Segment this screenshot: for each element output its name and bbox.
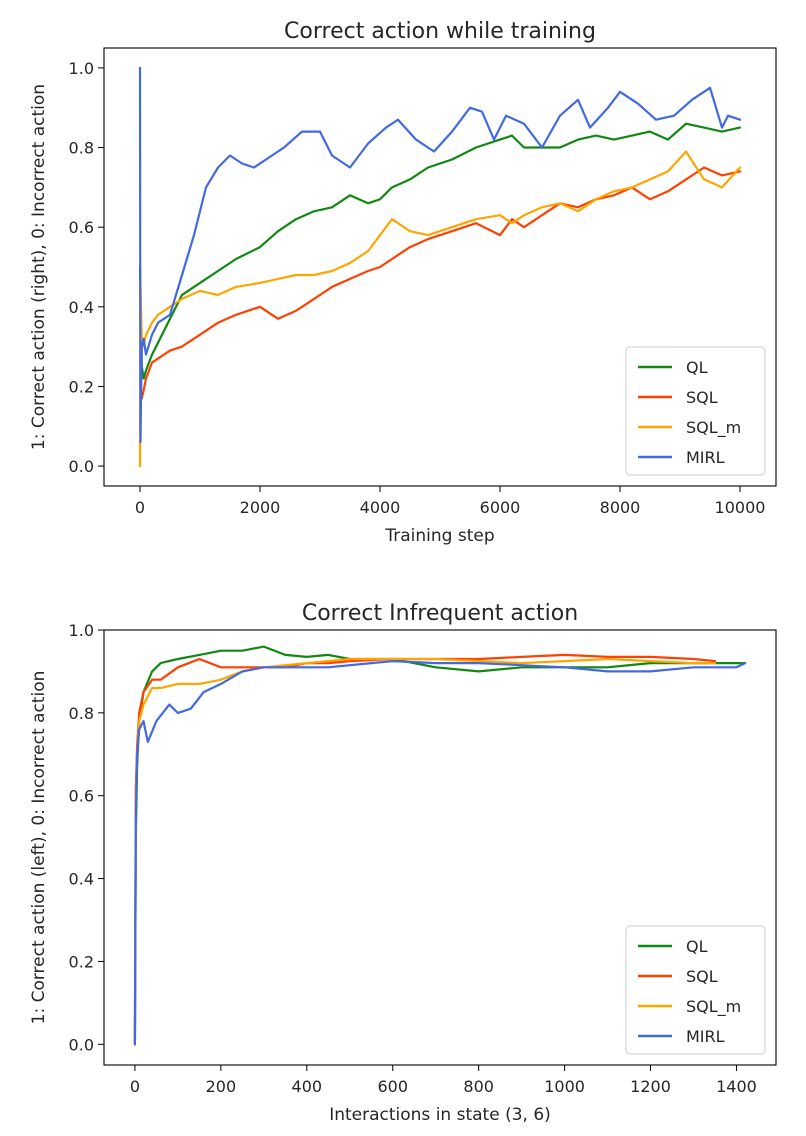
legend-box	[625, 346, 766, 476]
series-line-mirl	[138, 66, 742, 444]
series-line-mirl	[133, 659, 747, 1046]
y-tick-label: 0.0	[69, 457, 94, 476]
legend-box	[625, 925, 766, 1055]
legend-entry: SQL	[686, 388, 718, 407]
x-tick-label: 1000	[544, 1077, 585, 1096]
x-tick-label: 200	[206, 1077, 237, 1096]
legend-entry: MIRL	[686, 1027, 725, 1046]
chart-1: 0 2000 4000 6000 8000 10000 0.0 0.2 0.4 0.6 0.8 1.0…	[29, 19, 777, 546]
series-line-sql	[138, 166, 742, 452]
y-tick-label: 0.0	[69, 1035, 94, 1054]
x-tick-label: 1400	[716, 1077, 757, 1096]
x-axis-label: Interactions in state (3, 6)	[329, 1105, 551, 1125]
y-axis-label: 1: Correct action (right), 0: Incorrect …	[29, 84, 49, 450]
y-tick-label: 0.6	[69, 218, 94, 237]
series-line-ql	[138, 122, 742, 380]
legend: QL SQL SQL_m MIRL	[625, 925, 766, 1055]
x-tick-label: 0	[135, 498, 145, 517]
x-axis-label: Training step	[384, 526, 494, 546]
y-tick-label: 0.8	[69, 139, 94, 158]
legend-entry: SQL_m	[686, 418, 741, 438]
series-line-sql-m	[133, 657, 717, 1046]
chart-title: Correct Infrequent action	[302, 601, 578, 626]
chart-title: Correct action while training	[284, 19, 596, 44]
axes-frame	[103, 47, 777, 487]
legend-entry: SQL	[686, 967, 718, 986]
legend-entry: SQL_m	[686, 997, 741, 1017]
x-tick-label: 4000	[360, 498, 401, 517]
series-line-sql-m	[138, 150, 742, 468]
x-tick-label: 8000	[600, 498, 641, 517]
legend: QL SQL SQL_m MIRL	[625, 346, 766, 476]
series-group	[138, 66, 742, 468]
legend-entry: QL	[686, 937, 708, 956]
x-tick-label: 10000	[715, 498, 766, 517]
x-tick-label: 2000	[240, 498, 281, 517]
y-tick-label: 0.2	[69, 377, 94, 396]
x-tick-label: 0	[130, 1077, 140, 1096]
y-tick-label: 0.2	[69, 952, 94, 971]
x-tick-label: 600	[377, 1077, 408, 1096]
series-group	[133, 645, 747, 1046]
x-tick-label: 1200	[630, 1077, 671, 1096]
legend-entry: QL	[686, 358, 708, 377]
legend-entry: MIRL	[686, 448, 725, 467]
axes-frame	[103, 629, 777, 1066]
y-tick-label: 1.0	[69, 59, 94, 78]
x-tick-label: 800	[463, 1077, 494, 1096]
y-tick-label: 1.0	[69, 621, 94, 640]
y-tick-label: 0.4	[69, 870, 94, 889]
y-tick-label: 0.6	[69, 787, 94, 806]
chart-2: 0 200 400 600 800 1000 1200 1400 0.0 0.2 0.4 0.6 0.8…	[29, 601, 777, 1125]
y-tick-label: 0.8	[69, 704, 94, 723]
y-tick-label: 0.4	[69, 298, 94, 317]
y-axis-label: 1: Correct action (left), 0: Incorrect a…	[29, 671, 49, 1025]
x-tick-label: 400	[292, 1077, 323, 1096]
x-tick-label: 6000	[480, 498, 521, 517]
